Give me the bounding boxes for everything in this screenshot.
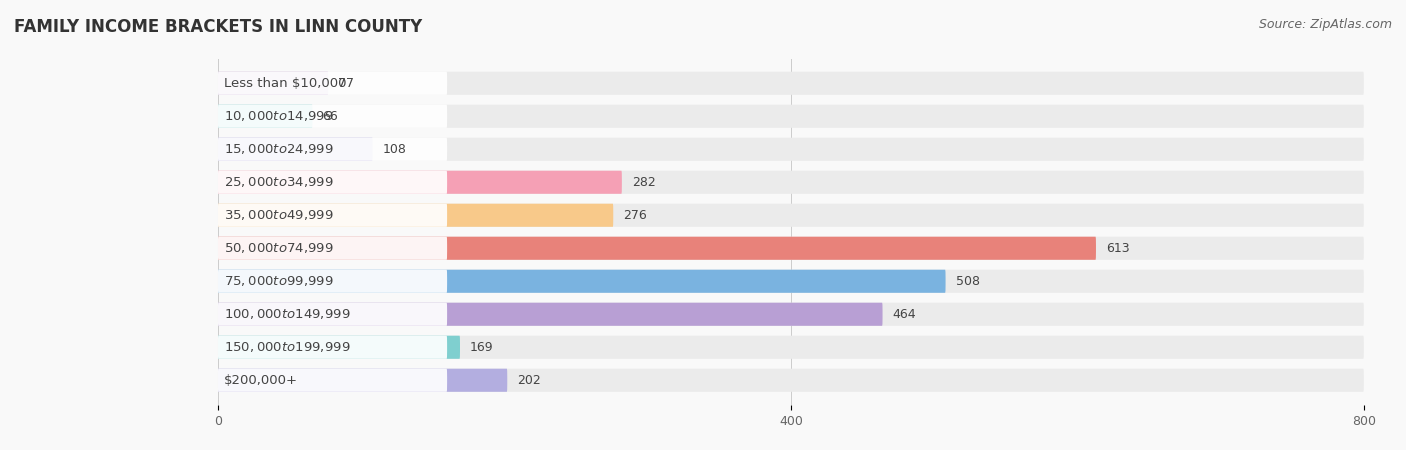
FancyBboxPatch shape — [218, 204, 1364, 227]
FancyBboxPatch shape — [218, 138, 447, 161]
Text: Less than $10,000: Less than $10,000 — [224, 77, 346, 90]
FancyBboxPatch shape — [218, 72, 328, 95]
Text: 508: 508 — [956, 275, 980, 288]
Text: $75,000 to $99,999: $75,000 to $99,999 — [224, 274, 333, 288]
FancyBboxPatch shape — [218, 369, 1364, 392]
FancyBboxPatch shape — [218, 72, 1364, 95]
FancyBboxPatch shape — [218, 303, 447, 326]
FancyBboxPatch shape — [218, 171, 1364, 194]
FancyBboxPatch shape — [218, 204, 613, 227]
FancyBboxPatch shape — [218, 237, 447, 260]
FancyBboxPatch shape — [218, 105, 1364, 128]
FancyBboxPatch shape — [218, 270, 946, 293]
Text: FAMILY INCOME BRACKETS IN LINN COUNTY: FAMILY INCOME BRACKETS IN LINN COUNTY — [14, 18, 422, 36]
FancyBboxPatch shape — [218, 237, 1095, 260]
FancyBboxPatch shape — [218, 204, 447, 227]
FancyBboxPatch shape — [218, 270, 1364, 293]
Text: 169: 169 — [470, 341, 494, 354]
FancyBboxPatch shape — [218, 105, 312, 128]
Text: $100,000 to $149,999: $100,000 to $149,999 — [224, 307, 350, 321]
Text: 464: 464 — [893, 308, 917, 321]
Text: $150,000 to $199,999: $150,000 to $199,999 — [224, 340, 350, 354]
Text: 202: 202 — [517, 374, 541, 387]
Text: $10,000 to $14,999: $10,000 to $14,999 — [224, 109, 333, 123]
Text: $50,000 to $74,999: $50,000 to $74,999 — [224, 241, 333, 255]
FancyBboxPatch shape — [218, 336, 447, 359]
FancyBboxPatch shape — [218, 336, 460, 359]
Text: 282: 282 — [631, 176, 655, 189]
Text: Source: ZipAtlas.com: Source: ZipAtlas.com — [1258, 18, 1392, 31]
FancyBboxPatch shape — [218, 171, 447, 194]
Text: $25,000 to $34,999: $25,000 to $34,999 — [224, 175, 333, 189]
Text: 276: 276 — [623, 209, 647, 222]
FancyBboxPatch shape — [218, 369, 447, 392]
FancyBboxPatch shape — [218, 303, 883, 326]
FancyBboxPatch shape — [218, 138, 373, 161]
FancyBboxPatch shape — [218, 72, 447, 95]
Text: 613: 613 — [1107, 242, 1129, 255]
FancyBboxPatch shape — [218, 336, 1364, 359]
Text: $200,000+: $200,000+ — [224, 374, 298, 387]
FancyBboxPatch shape — [218, 270, 447, 293]
FancyBboxPatch shape — [218, 369, 508, 392]
FancyBboxPatch shape — [218, 303, 1364, 326]
FancyBboxPatch shape — [218, 237, 1364, 260]
FancyBboxPatch shape — [218, 138, 1364, 161]
Text: $35,000 to $49,999: $35,000 to $49,999 — [224, 208, 333, 222]
FancyBboxPatch shape — [218, 171, 621, 194]
FancyBboxPatch shape — [218, 105, 447, 128]
Text: 66: 66 — [322, 110, 339, 123]
Text: 77: 77 — [339, 77, 354, 90]
Text: 108: 108 — [382, 143, 406, 156]
Text: $15,000 to $24,999: $15,000 to $24,999 — [224, 142, 333, 156]
